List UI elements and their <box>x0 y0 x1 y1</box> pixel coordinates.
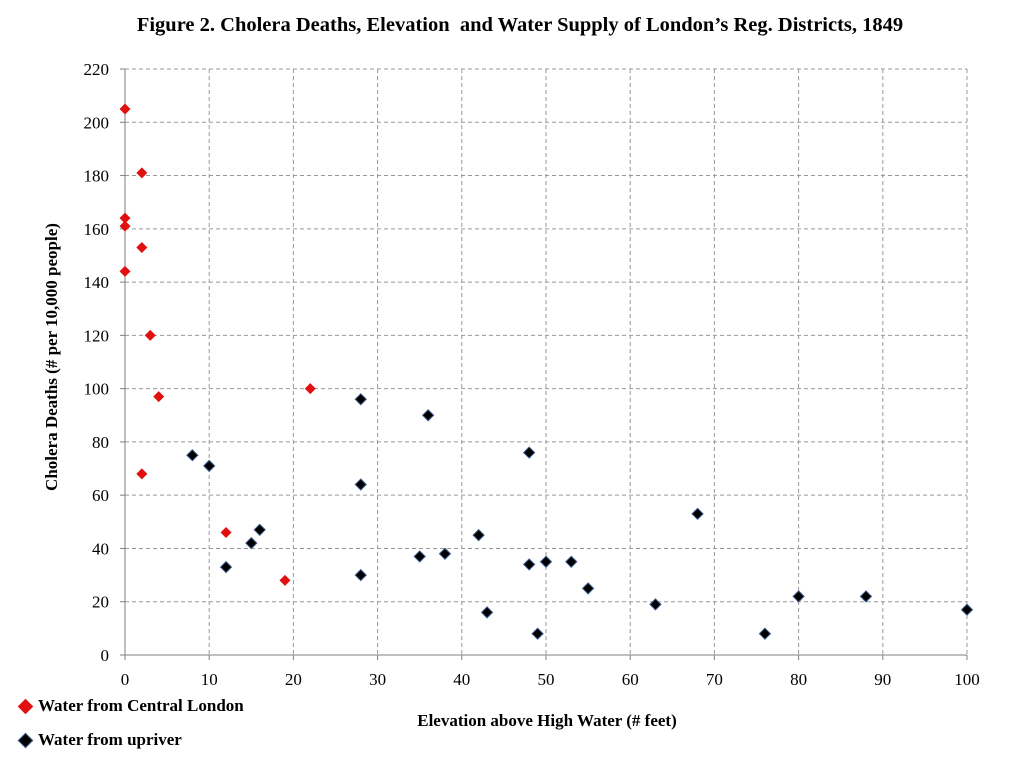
data-point-water-from-central-london <box>119 220 131 232</box>
data-point-water-from-central-london <box>144 329 156 341</box>
y-tick-label: 200 <box>84 113 110 132</box>
y-tick-label: 160 <box>84 220 110 239</box>
y-tick-label: 120 <box>84 326 110 345</box>
data-point-water-from-upriver <box>758 627 772 640</box>
x-tick-label: 80 <box>790 670 807 689</box>
data-point-water-from-upriver <box>581 582 595 595</box>
data-point-water-from-upriver <box>531 627 544 640</box>
data-point-water-from-upriver <box>539 555 553 568</box>
data-point-water-from-upriver <box>480 606 494 619</box>
data-point-water-from-upriver <box>354 568 367 582</box>
legend-item-upriver: Water from upriver <box>16 723 244 757</box>
x-tick-label: 100 <box>954 670 980 689</box>
data-point-water-from-upriver <box>253 523 266 537</box>
y-tick-label: 60 <box>92 486 109 505</box>
data-point-water-from-central-london <box>304 383 316 395</box>
data-point-water-from-upriver <box>413 550 426 563</box>
legend-item-central-london: Water from Central London <box>16 689 244 723</box>
y-tick-label: 80 <box>92 433 109 452</box>
data-point-water-from-central-london <box>136 167 148 179</box>
data-point-water-from-upriver <box>859 590 873 603</box>
y-tick-label: 140 <box>84 273 110 292</box>
legend-marker-central-london <box>17 698 34 714</box>
data-point-water-from-upriver <box>219 560 233 574</box>
data-point-water-from-central-london <box>136 468 148 480</box>
x-tick-label: 60 <box>622 670 639 689</box>
data-point-water-from-central-london <box>220 526 232 538</box>
x-tick-label: 0 <box>121 670 130 689</box>
data-point-water-from-upriver <box>565 555 578 568</box>
data-point-water-from-upriver <box>186 449 199 462</box>
data-point-water-from-upriver <box>472 528 485 542</box>
data-point-water-from-central-london <box>119 265 131 277</box>
chart-title: Figure 2. Cholera Deaths, Elevation and … <box>136 14 904 36</box>
y-tick-label: 180 <box>84 167 110 186</box>
data-point-water-from-central-london <box>119 212 131 224</box>
x-axis-label: Elevation above High Water (# feet) <box>417 711 677 730</box>
x-tick-label: 20 <box>285 670 302 689</box>
data-point-water-from-upriver <box>691 507 704 521</box>
y-axis-label: Cholera Deaths (# per 10,000 people) <box>42 223 61 491</box>
y-tick-label: 40 <box>92 539 109 558</box>
x-tick-label: 70 <box>706 670 723 689</box>
data-point-water-from-upriver <box>960 603 974 616</box>
y-tick-label: 0 <box>101 646 110 665</box>
data-point-water-from-central-london <box>119 103 131 115</box>
y-tick-label: 20 <box>92 593 109 612</box>
x-tick-label: 90 <box>874 670 891 689</box>
x-tick-label: 50 <box>538 670 555 689</box>
data-point-water-from-central-london <box>136 241 148 253</box>
legend-label-upriver: Water from upriver <box>38 730 182 749</box>
data-point-water-from-upriver <box>522 446 536 459</box>
data-point-water-from-upriver <box>354 478 367 491</box>
legend-marker-upriver <box>17 732 34 748</box>
data-point-water-from-upriver <box>792 590 805 603</box>
data-point-water-from-central-london <box>279 574 291 586</box>
y-tick-label: 100 <box>84 380 110 399</box>
data-point-water-from-upriver <box>354 393 367 406</box>
data-point-water-from-upriver <box>438 547 452 560</box>
x-tick-label: 10 <box>201 670 218 689</box>
data-point-water-from-upriver <box>245 536 258 550</box>
data-point-water-from-upriver <box>202 459 216 473</box>
data-point-water-from-upriver <box>421 409 435 422</box>
data-point-water-from-upriver <box>649 598 662 611</box>
legend-label-central-london: Water from Central London <box>38 696 244 715</box>
x-tick-label: 40 <box>453 670 470 689</box>
x-tick-label: 30 <box>369 670 386 689</box>
data-point-water-from-central-london <box>153 391 165 403</box>
y-tick-label: 220 <box>84 60 110 79</box>
legend: Water from Central London Water from upr… <box>16 689 244 757</box>
data-point-water-from-upriver <box>522 558 536 571</box>
